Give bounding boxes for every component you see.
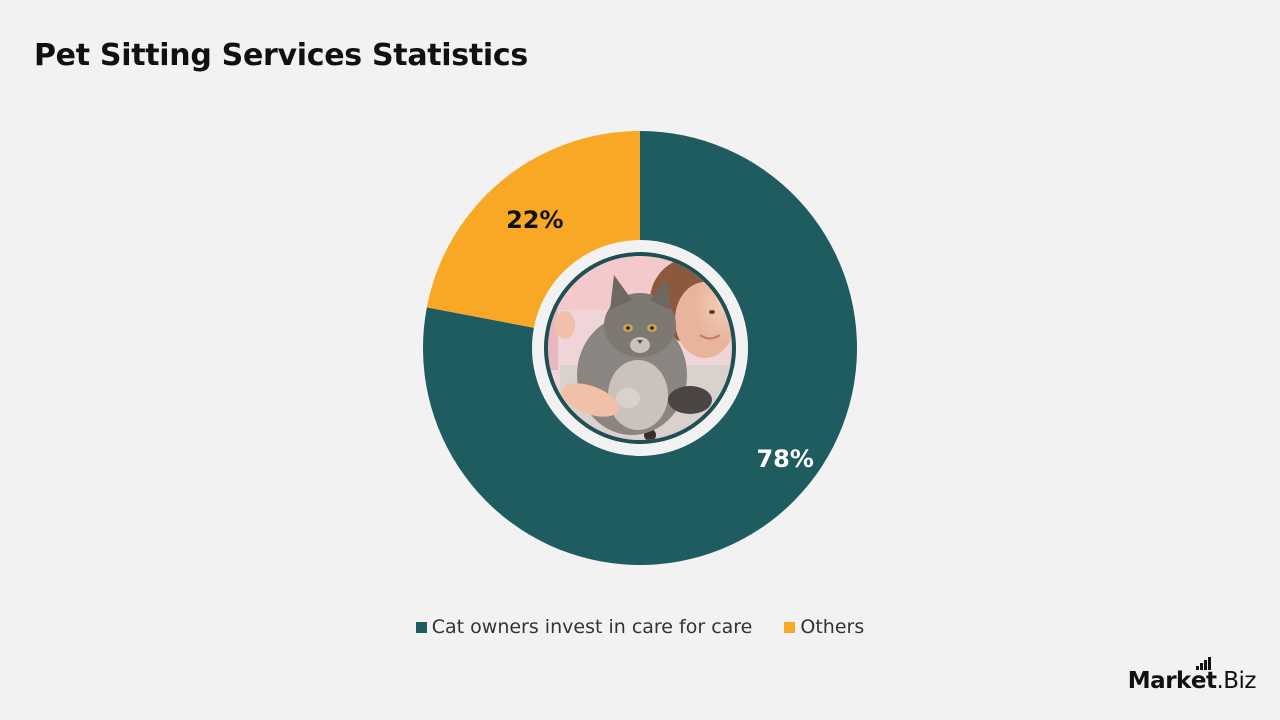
value-label-cat-owners: 78% [756, 445, 813, 473]
donut-chart: 78% 22% [423, 131, 857, 565]
chart-legend: Cat owners invest in care for care Other… [0, 616, 1280, 638]
chart-value-labels: 78% 22% [506, 206, 814, 473]
value-label-others: 22% [506, 206, 563, 234]
legend-swatch-cat-owners [415, 621, 427, 633]
legend-item-cat-owners: Cat owners invest in care for care [415, 616, 753, 638]
legend-label-others: Others [800, 616, 865, 638]
legend-label-cat-owners: Cat owners invest in care for care [431, 616, 753, 638]
logo-text-part1: Mark [1127, 668, 1192, 694]
logo-text-part3: .Biz [1216, 668, 1256, 694]
logo-text-part2: et [1190, 668, 1217, 694]
legend-item-others: Others [784, 616, 864, 638]
cat-photo [548, 256, 732, 440]
logo-bars-icon [1195, 657, 1212, 670]
logo-text-part2-wrap: et [1190, 657, 1217, 694]
brand-logo: Mark et .Biz [1127, 657, 1256, 694]
page-title: Pet Sitting Services Statistics [34, 38, 528, 73]
legend-swatch-others [784, 621, 796, 633]
